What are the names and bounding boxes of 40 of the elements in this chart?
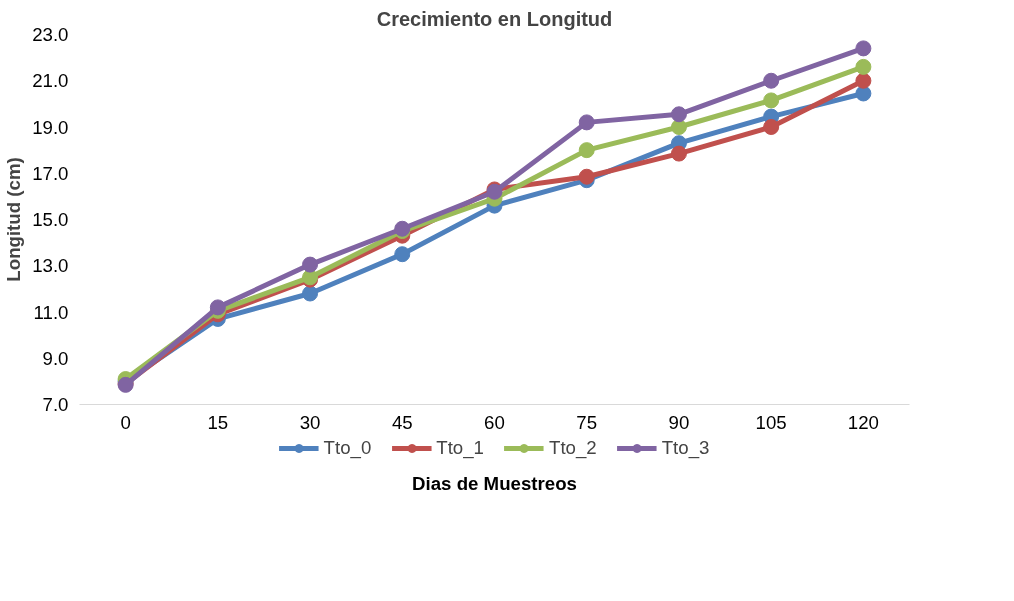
point (670, 119, 687, 135)
y-axis-title: Longitud (cm) (3, 157, 25, 282)
point (855, 58, 872, 75)
x-tick-label: 45 (391, 411, 413, 433)
y-tick-label: 23.0 (32, 24, 69, 45)
legend-label: Tto_2 (549, 437, 597, 459)
x-tick-label: 60 (484, 411, 505, 433)
y-tick-label: 17.0 (32, 162, 69, 184)
point (763, 72, 780, 89)
x-tick-label: 105 (755, 411, 787, 433)
x-tick-label: 120 (847, 411, 879, 433)
x-tick-label: 15 (207, 411, 229, 433)
y-tick-label: 7.0 (42, 394, 69, 415)
x-axis-title: Dias de Muestreos (412, 472, 577, 494)
y-tick-label: 9.0 (42, 347, 69, 369)
y-tick-label: 11.0 (33, 301, 69, 323)
chart-title: Crecimiento en Longitud (376, 7, 613, 30)
x-tick-label: 30 (299, 411, 321, 433)
x-tick-label: 0 (120, 411, 131, 433)
point (763, 119, 780, 135)
point (578, 168, 595, 185)
point (670, 145, 687, 162)
y-tick-label: 21.0 (32, 70, 69, 92)
y-tick-label: 19.0 (32, 116, 69, 138)
point (302, 256, 319, 273)
y-tick-label: 15.0 (32, 209, 69, 230)
x-tick-label: 75 (576, 411, 598, 433)
point (855, 72, 872, 89)
point (855, 40, 872, 57)
point (670, 106, 687, 123)
point (578, 114, 595, 131)
legend-label: Tto_0 (323, 437, 372, 459)
point (578, 142, 595, 159)
legend-label: Tto_1 (436, 437, 484, 459)
y-tick-label: 13.0 (32, 255, 69, 277)
x-tick-label: 90 (668, 411, 690, 433)
legend-label: Tto_3 (661, 437, 710, 459)
point (302, 285, 319, 302)
point (394, 246, 411, 263)
point (763, 92, 780, 109)
